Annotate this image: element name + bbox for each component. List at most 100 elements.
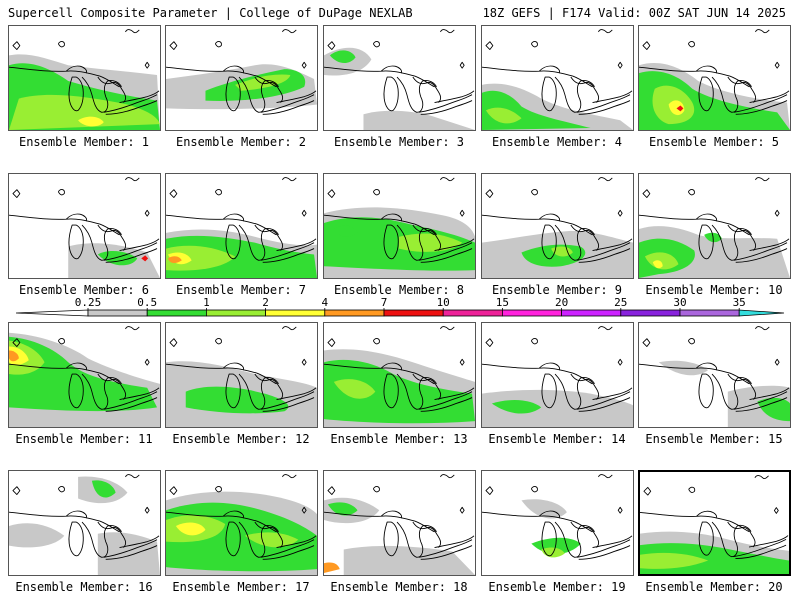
ensemble-member-map[interactable] [638,173,791,279]
lime-contour-area [9,94,160,130]
colorbar-segment [205,309,266,317]
member-label: Ensemble Member: 16 [15,580,153,594]
colorbar-segment [383,309,444,317]
gray-contour-area [343,545,475,575]
ensemble-member-map[interactable] [8,173,161,279]
yellow-contour-area [668,100,685,116]
member-label: Ensemble Member: 6 [18,283,150,297]
member-label: Ensemble Member: 3 [333,135,465,149]
lime-contour-area [166,245,236,271]
gray-contour-area [9,523,65,548]
valid-time-label: 18Z GEFS | F174 Valid: 00Z SAT JUN 14 20… [482,6,786,20]
color-scale-legend: 0.25 0.5 1 2 4 7 10 15 20 25 30 35 [15,296,785,317]
member-label: Ensemble Member: 14 [488,432,626,446]
member-label: Ensemble Member: 17 [172,580,310,594]
lime-contour-area [244,532,299,548]
colorbar-segment [738,309,785,317]
map-title: Supercell Composite Parameter | College … [8,6,413,20]
member-label: Ensemble Member: 13 [330,432,468,446]
ensemble-member-map[interactable] [165,470,318,576]
lime-contour-area [399,233,463,252]
colorbar-tick-label: 30 [673,296,686,309]
ensemble-member-map[interactable] [8,25,161,131]
member-label: Ensemble Member: 18 [330,580,468,594]
member-label: Ensemble Member: 10 [645,283,783,297]
gray-contour-area [521,499,567,519]
yellow-contour-area [652,260,663,269]
yellow-contour-area [175,522,206,536]
ensemble-member-map[interactable] [165,322,318,428]
green-contour-area [91,480,116,498]
orange-contour-area [167,256,182,264]
gray-contour-area [97,532,160,575]
colorbar-segment [146,309,207,317]
colorbar-tick-label: 7 [381,296,388,309]
green-contour-area [329,50,356,64]
colorbar-segment [561,309,622,317]
colorbar-tick-label: 1 [203,296,210,309]
colorbar-tick-label: 20 [555,296,568,309]
ensemble-member-map[interactable] [638,25,791,131]
member-label: Ensemble Member: 12 [172,432,310,446]
lime-contour-area [551,246,573,257]
member-label: Ensemble Member: 4 [491,135,623,149]
green-contour-area [333,225,358,237]
gray-contour-area [363,110,475,130]
colorbar-segment [620,309,681,317]
member-label: Ensemble Member: 11 [15,432,153,446]
lime-contour-area [235,74,291,91]
member-label: Ensemble Member: 15 [645,432,783,446]
colorbar-segment [442,309,503,317]
colorbar-segment [15,309,89,317]
lime-contour-area [333,379,376,399]
colorbar-tick-label: 0.5 [137,296,157,309]
red-contour-area [141,255,149,262]
colorbar-tick-label: 10 [437,296,450,309]
ensemble-member-map[interactable] [481,470,634,576]
colorbar-tick-label: 35 [733,296,746,309]
member-label: Ensemble Member: 2 [175,135,307,149]
ensemble-member-map[interactable] [8,322,161,428]
colorbar-tick-label: 4 [321,296,328,309]
ensemble-member-map[interactable] [481,322,634,428]
colorbar-segment [679,309,740,317]
green-contour-area [324,359,475,424]
member-label: Ensemble Member: 9 [491,283,623,297]
ensemble-member-map[interactable] [165,173,318,279]
green-contour-area [757,397,790,422]
ensemble-member-map[interactable] [638,470,791,576]
colorbar-segment [324,309,385,317]
lime-contour-area [640,552,709,569]
member-label: Ensemble Member: 1 [18,135,150,149]
ensemble-member-map[interactable] [323,25,476,131]
green-contour-area [491,400,542,414]
orange-contour-area [9,350,19,362]
ensemble-member-map[interactable] [638,322,791,428]
red-contour-area [676,105,684,112]
member-label: Ensemble Member: 20 [645,580,783,594]
member-label: Ensemble Member: 7 [175,283,307,297]
colorbar-tick-label: 0.25 [75,296,102,309]
colorbar-segment [501,309,562,317]
lime-contour-area [485,107,522,124]
orange-contour-area [324,562,340,574]
colorbar-tick-label: 25 [614,296,627,309]
lime-contour-area [644,252,679,270]
colorbar-segment [87,309,148,317]
ensemble-member-map[interactable] [323,322,476,428]
member-label: Ensemble Member: 19 [488,580,626,594]
green-contour-area [327,502,358,516]
ensemble-member-map[interactable] [323,470,476,576]
ensemble-member-map[interactable] [481,173,634,279]
member-label: Ensemble Member: 5 [648,135,780,149]
colorbar-segment [265,309,326,317]
ensemble-member-map[interactable] [481,25,634,131]
ensemble-member-map[interactable] [323,173,476,279]
member-label: Ensemble Member: 8 [333,283,465,297]
ensemble-member-map[interactable] [165,25,318,131]
ensemble-member-map[interactable] [8,470,161,576]
colorbar-tick-label: 15 [496,296,509,309]
colorbar-tick-label: 2 [262,296,269,309]
green-contour-area [9,336,158,412]
yellow-contour-area [78,116,104,127]
